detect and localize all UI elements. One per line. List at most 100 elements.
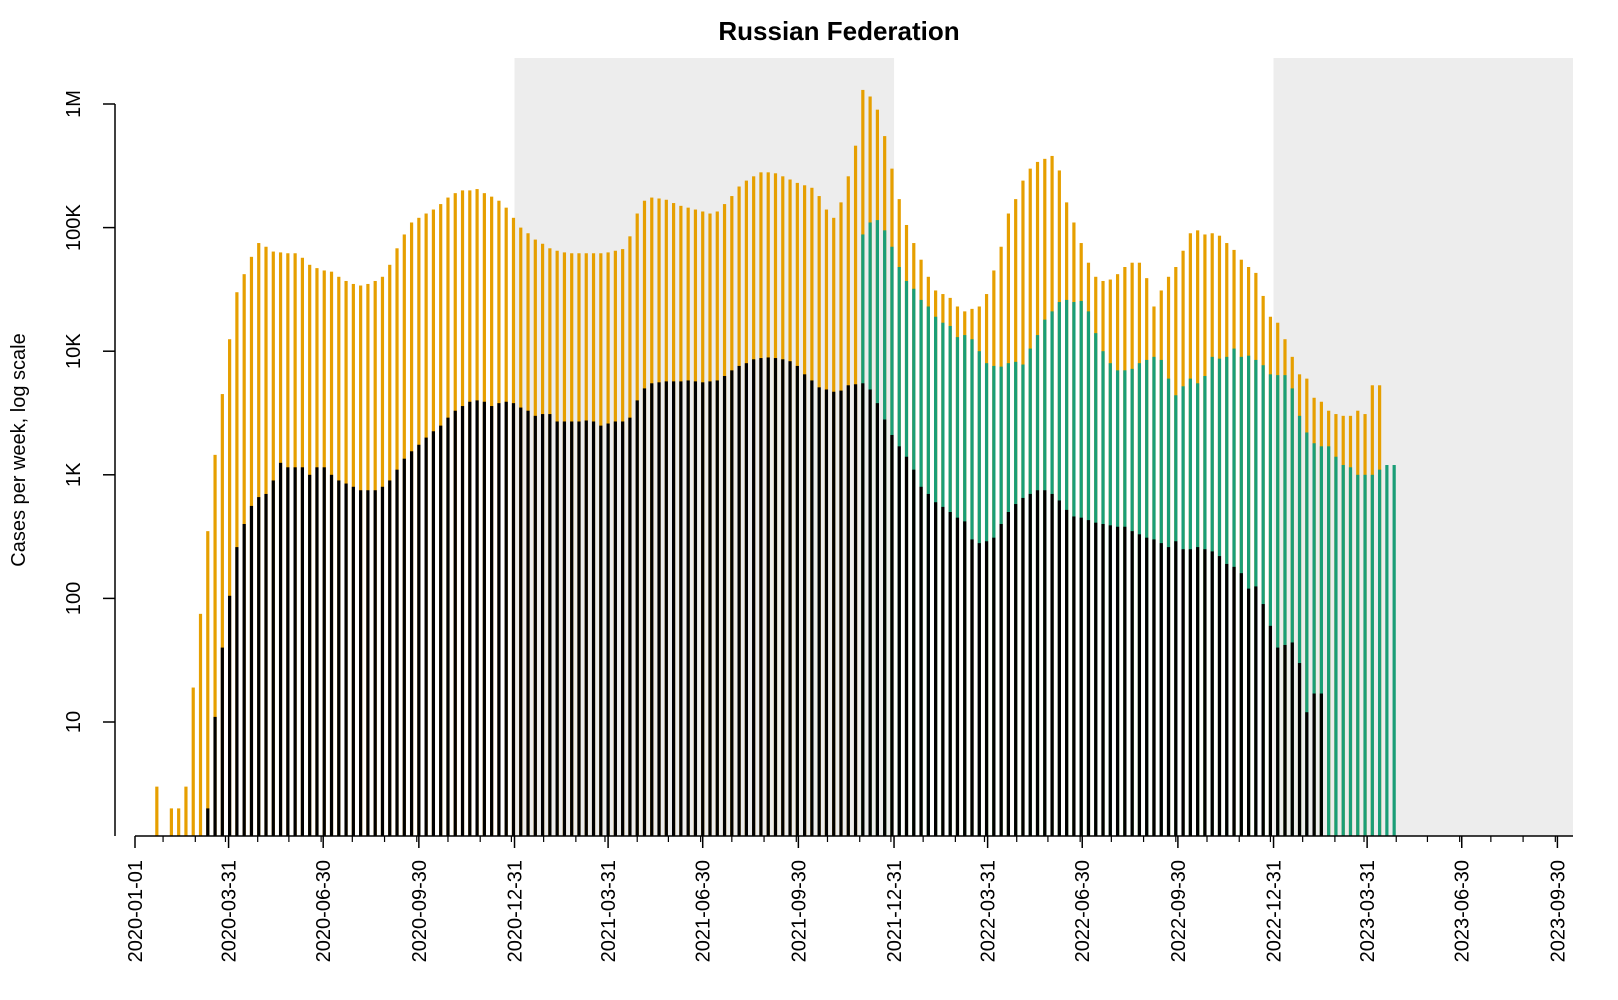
- deaths-bar: [373, 490, 377, 836]
- deaths-bar: [431, 431, 436, 836]
- deaths-bar: [1101, 523, 1105, 836]
- deaths-bar: [453, 410, 457, 836]
- deaths-bar: [817, 387, 821, 836]
- axes-layer: [114, 104, 1573, 837]
- deaths-bar: [650, 383, 654, 836]
- total-bar: [169, 808, 173, 836]
- deaths-bar: [1159, 543, 1163, 836]
- secondary-bar: [1319, 446, 1323, 836]
- deaths-bar: [446, 417, 450, 836]
- deaths-bar: [810, 380, 814, 836]
- deaths-bar: [1043, 490, 1047, 836]
- deaths-bar: [1079, 517, 1083, 836]
- deaths-bar: [766, 357, 770, 836]
- deaths-bar: [257, 497, 261, 836]
- deaths-bar: [1203, 549, 1207, 836]
- deaths-bar: [1145, 537, 1149, 836]
- deaths-bar: [584, 420, 588, 836]
- secondary-bar: [1327, 446, 1331, 836]
- deaths-bar: [468, 401, 472, 836]
- deaths-bar: [795, 365, 799, 836]
- deaths-bar: [664, 381, 668, 836]
- deaths-bar: [380, 486, 385, 836]
- deaths-bar: [1123, 526, 1127, 836]
- deaths-bar: [701, 382, 705, 836]
- x-tick-label: 2023-09-30: [1547, 860, 1569, 962]
- deaths-bar: [1065, 509, 1069, 836]
- deaths-bar: [1006, 512, 1011, 836]
- deaths-bar: [875, 403, 879, 836]
- deaths-bar: [1130, 531, 1134, 836]
- x-tick-label: 2021-06-30: [693, 860, 715, 962]
- deaths-bar: [526, 410, 530, 836]
- deaths-bar: [708, 381, 712, 836]
- deaths-bar: [475, 400, 479, 836]
- secondary-bar: [1363, 474, 1367, 836]
- total-bar: [191, 687, 195, 836]
- deaths-bar: [883, 419, 887, 836]
- total-bar: [213, 454, 217, 836]
- deaths-bar: [824, 389, 829, 836]
- deaths-bar: [570, 421, 574, 836]
- deaths-bar: [329, 474, 334, 836]
- secondary-bar: [1356, 474, 1360, 836]
- deaths-bar: [1050, 493, 1054, 836]
- deaths-bar: [1188, 549, 1192, 836]
- deaths-bar: [242, 523, 246, 836]
- deaths-bar: [1261, 604, 1265, 836]
- deaths-bar: [1166, 547, 1171, 836]
- deaths-bar: [562, 421, 567, 836]
- deaths-bar: [1217, 556, 1222, 836]
- deaths-bar: [752, 359, 756, 836]
- deaths-bar: [693, 381, 698, 836]
- secondary-bar: [1341, 465, 1345, 836]
- deaths-bar: [722, 376, 727, 836]
- deaths-bar: [919, 486, 923, 836]
- deaths-bar: [402, 458, 406, 836]
- deaths-bar: [555, 421, 559, 836]
- secondary-bar: [1283, 375, 1287, 836]
- deaths-bar: [904, 456, 909, 836]
- secondary-bar: [1392, 465, 1396, 836]
- total-bar: [198, 613, 203, 836]
- deaths-bar: [599, 425, 603, 836]
- deaths-bar: [1210, 551, 1214, 836]
- deaths-bar: [1108, 525, 1112, 836]
- deaths-bar: [890, 434, 894, 836]
- deaths-bar: [853, 384, 858, 836]
- deaths-bar: [1290, 642, 1294, 836]
- x-tick-label: 2020-01-01: [125, 860, 147, 962]
- deaths-bar: [417, 444, 421, 836]
- x-tick-label: 2020-03-31: [219, 860, 241, 962]
- deaths-bar: [1174, 541, 1178, 836]
- deaths-bar: [424, 437, 428, 836]
- ticks-layer: 10 100 1K 10K 100K 1M 2020-01-01 2020-03-31 2020…: [63, 90, 1569, 962]
- deaths-bar: [1152, 539, 1156, 836]
- deaths-bar: [409, 451, 414, 836]
- x-tick-label: 2021-09-30: [788, 860, 810, 962]
- deaths-bar: [1297, 663, 1302, 836]
- x-tick-label: 2022-03-31: [978, 860, 1000, 962]
- deaths-bar: [686, 380, 690, 836]
- deaths-bar: [315, 467, 319, 836]
- deaths-bar: [803, 374, 807, 836]
- deaths-bar: [1115, 526, 1120, 836]
- deaths-bar: [635, 400, 639, 836]
- deaths-bar: [1276, 647, 1280, 836]
- x-tick-label: 2023-03-31: [1357, 860, 1379, 962]
- deaths-bar: [628, 417, 632, 836]
- deaths-bar: [533, 415, 537, 836]
- deaths-bar: [286, 467, 290, 836]
- deaths-bar: [657, 382, 661, 836]
- deaths-bar: [773, 358, 778, 836]
- deaths-bar: [948, 512, 952, 836]
- chart-title: Russian Federation: [718, 16, 959, 46]
- deaths-bar: [1232, 566, 1236, 836]
- y-axis-title: Cases per week, log scale: [8, 333, 30, 566]
- deaths-bar: [1196, 547, 1200, 836]
- x-tick-label: 2022-12-31: [1264, 860, 1286, 962]
- y-tick-label: 10K: [63, 333, 85, 369]
- secondary-bar: [1370, 474, 1374, 836]
- secondary-bar: [1268, 374, 1273, 836]
- deaths-bar: [984, 541, 989, 836]
